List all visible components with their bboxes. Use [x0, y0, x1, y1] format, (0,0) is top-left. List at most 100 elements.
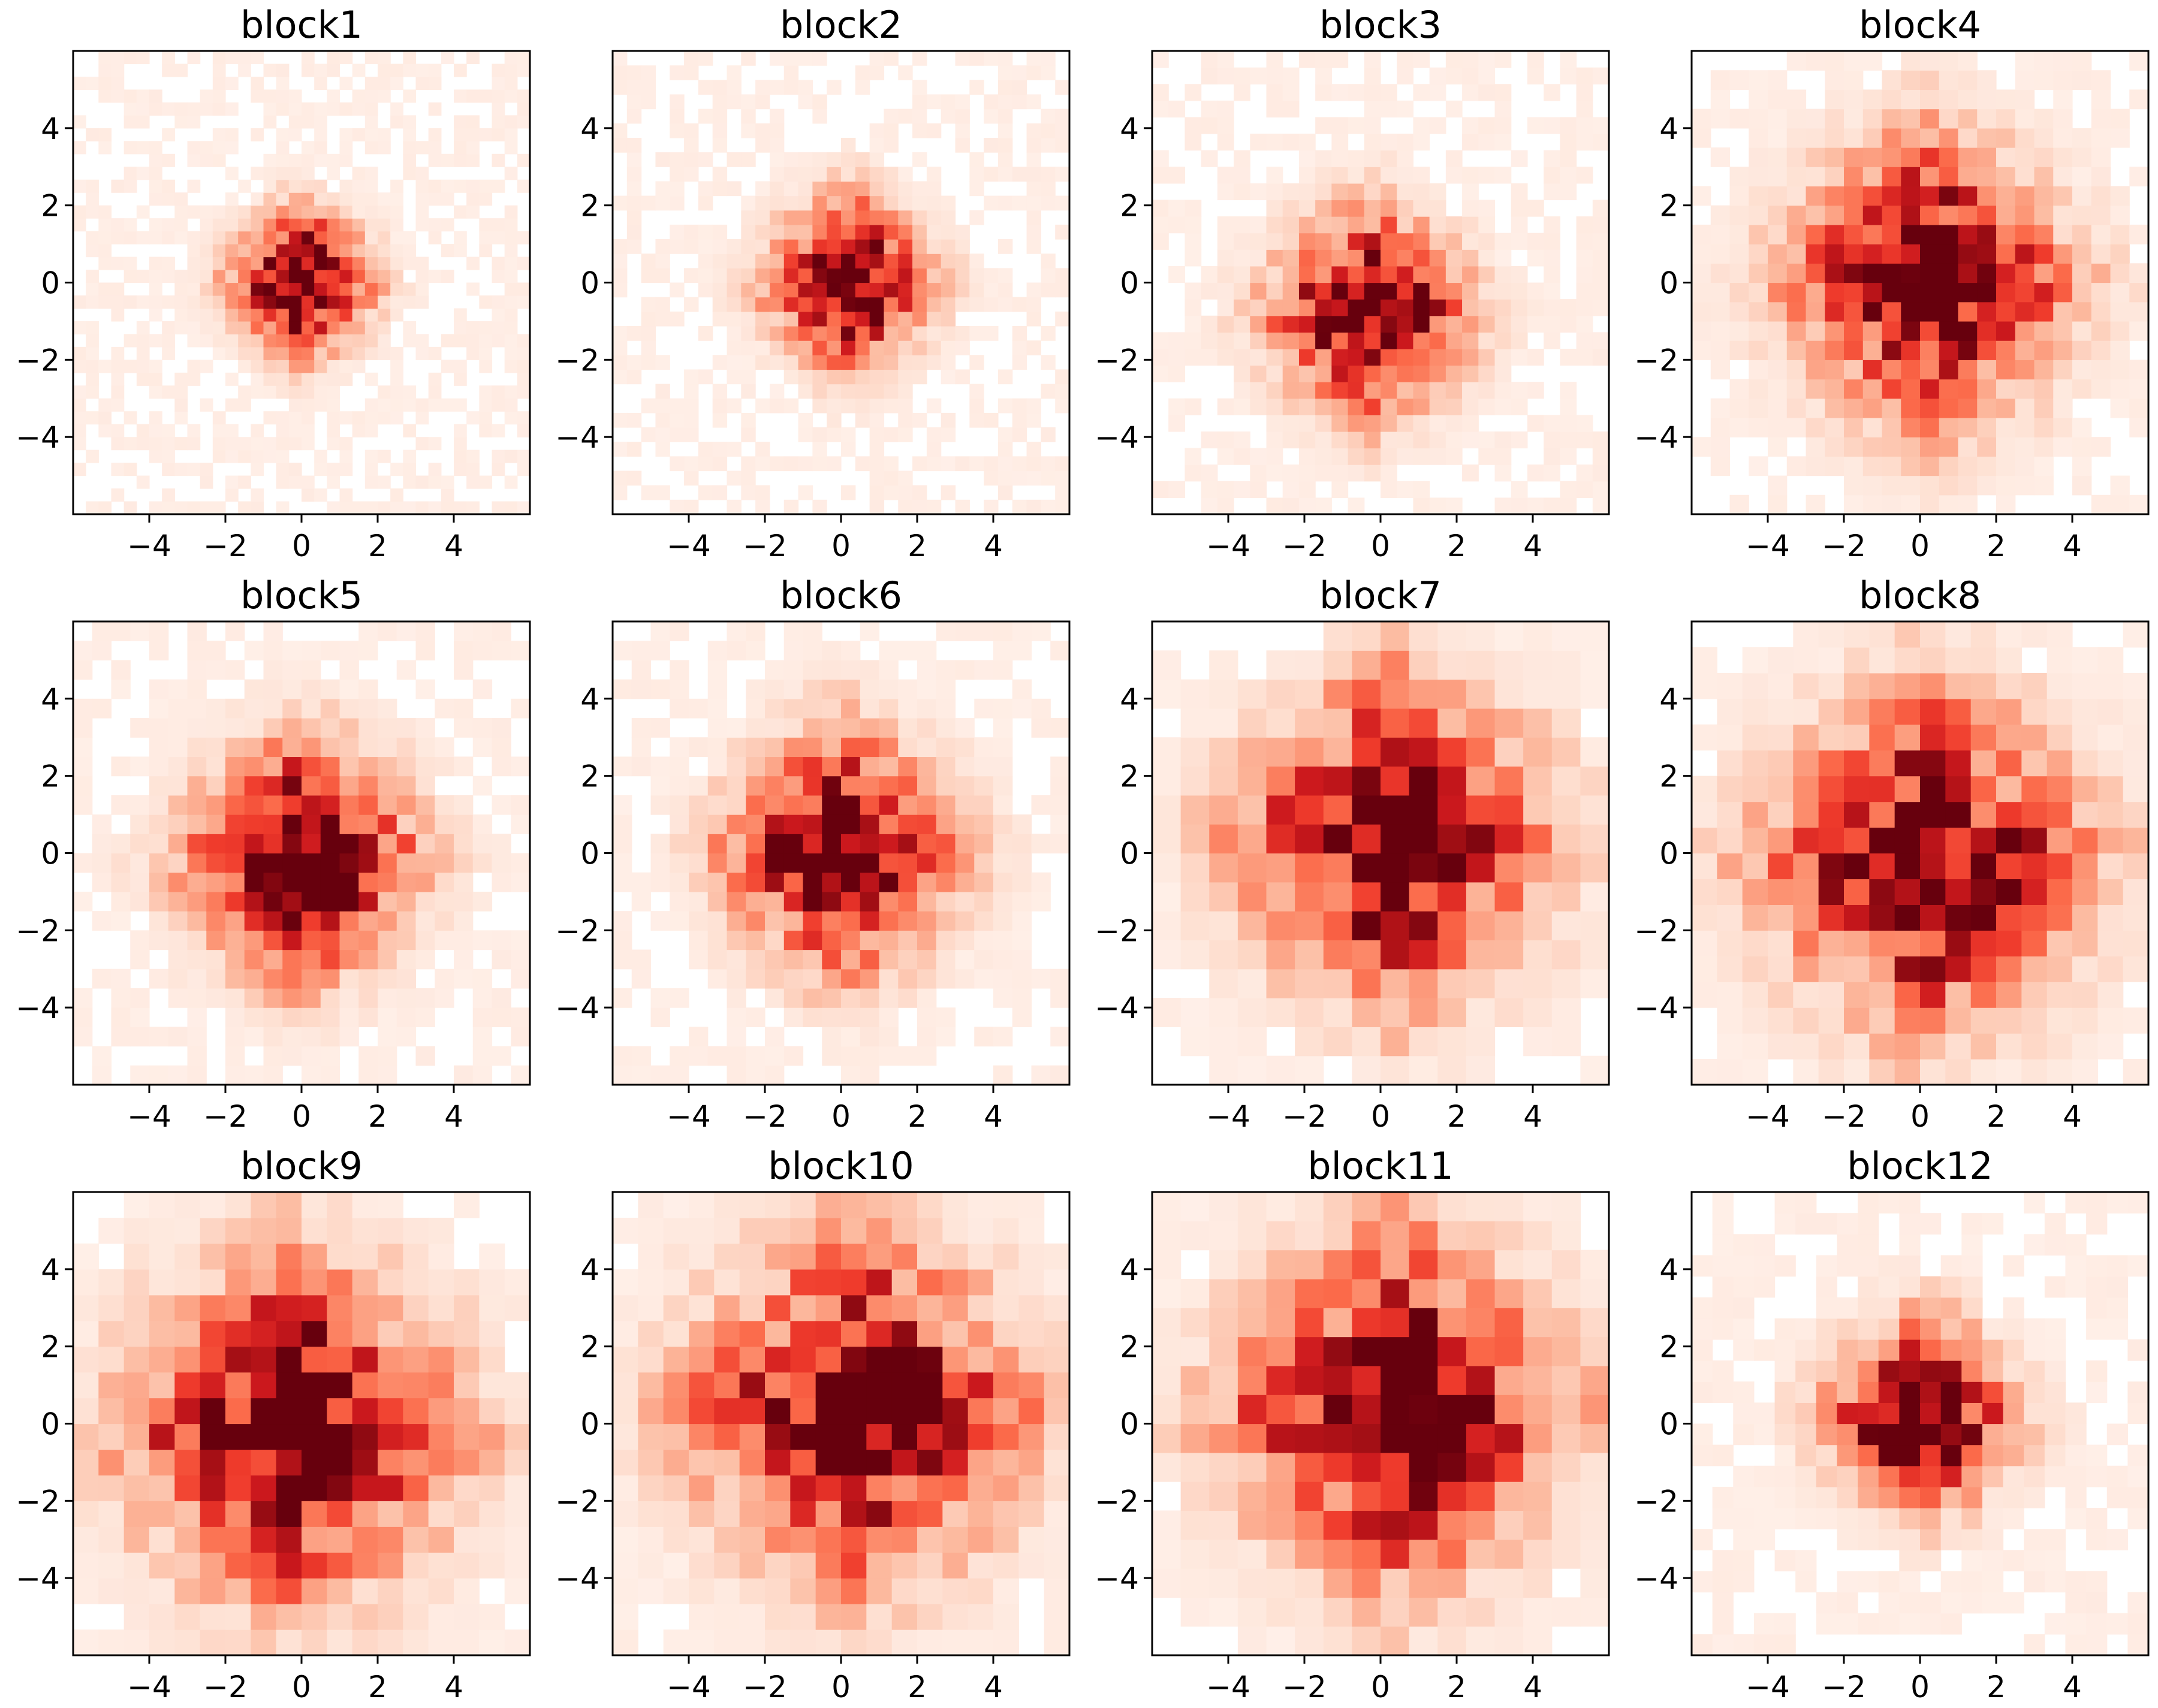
heatmap-cell: [1466, 708, 1496, 738]
heatmap-cell: [1237, 1192, 1267, 1221]
heatmap-cell: [1381, 766, 1410, 796]
heatmap-cell: [174, 463, 188, 476]
heatmap-cell: [741, 268, 756, 283]
heatmap-cell: [631, 756, 652, 777]
heatmap-cell: [302, 1027, 321, 1047]
heatmap-cell: [841, 224, 856, 240]
heatmap-cell: [769, 311, 785, 327]
heatmap-cell: [1494, 299, 1512, 316]
heatmap-cell: [1806, 108, 1825, 129]
heatmap-cell: [968, 1552, 994, 1579]
heatmap-cell: [168, 775, 188, 796]
heatmap-cell: [327, 501, 340, 515]
heatmap-cell: [714, 1192, 740, 1218]
heatmap-cell: [206, 641, 226, 661]
heatmap-cell: [1250, 249, 1267, 267]
heatmap-cell: [1295, 824, 1324, 854]
heatmap-cell: [670, 834, 689, 854]
heatmap-cell: [879, 660, 899, 680]
heatmap-cell: [187, 321, 201, 334]
heatmap-cell: [1729, 70, 1749, 90]
heatmap-cell: [282, 737, 302, 758]
heatmap-cell: [1996, 956, 2022, 982]
heatmap-cell: [1749, 301, 1768, 322]
heatmap-cell: [1031, 968, 1051, 989]
heatmap-cell: [302, 115, 315, 129]
heatmap-cell: [454, 334, 467, 348]
heatmap-cell: [1152, 679, 1182, 709]
heatmap-cell: [1882, 417, 1901, 437]
heatmap-cell: [352, 179, 366, 193]
heatmap-cell: [942, 1629, 969, 1656]
heatmap-cell: [1050, 641, 1070, 661]
heatmap-cell: [378, 891, 397, 912]
heatmap-cell: [282, 1046, 302, 1066]
heatmap-cell: [1026, 282, 1041, 298]
heatmap-cell: [684, 152, 699, 167]
heatmap-cell: [441, 488, 454, 502]
heatmap-cell: [1901, 437, 1921, 457]
heatmap-cell: [1266, 940, 1295, 970]
heatmap-cell: [926, 181, 942, 197]
heatmap-cell: [1445, 365, 1463, 382]
heatmap-cell: [2110, 475, 2130, 496]
heatmap-cell: [926, 167, 942, 182]
heatmap-cell: [1282, 464, 1300, 482]
heatmap-cell: [86, 244, 99, 258]
heatmap-cell: [73, 385, 86, 399]
heatmap-cell: [790, 1449, 816, 1475]
heatmap-cell: [969, 268, 984, 283]
heatmap-cell: [803, 988, 822, 1008]
y-tick-label: −2: [1095, 343, 1139, 378]
heatmap-cell: [1710, 224, 1731, 245]
heatmap-cell: [712, 355, 728, 370]
heatmap-cell: [187, 244, 201, 258]
heatmap-cell: [339, 346, 353, 360]
heatmap-cell: [974, 968, 994, 989]
heatmap-cell: [1793, 750, 1819, 777]
heatmap-cell: [1331, 332, 1349, 349]
heatmap-cell: [942, 1604, 969, 1630]
heatmap-cell: [1237, 708, 1267, 738]
heatmap-cell: [454, 1398, 480, 1425]
heatmap-cell: [942, 1294, 969, 1321]
heatmap-cell: [955, 930, 975, 950]
heatmap-cell: [993, 1475, 1019, 1501]
heatmap-cell: [1413, 84, 1430, 101]
heatmap-cell: [1996, 456, 2016, 476]
heatmap-cell: [1894, 724, 1921, 751]
heatmap-cell: [670, 123, 685, 138]
heatmap-cell: [238, 256, 251, 270]
heatmap-cell: [288, 179, 302, 193]
heatmap-cell: [98, 295, 112, 309]
heatmap-cell: [1018, 1526, 1045, 1553]
heatmap-cell: [1012, 834, 1032, 854]
heatmap-cell: [941, 340, 956, 355]
heatmap-cell: [517, 360, 531, 373]
heatmap-cell: [917, 737, 937, 758]
heatmap-cell: [244, 872, 264, 892]
heatmap-cell: [276, 1294, 302, 1321]
heatmap-cell: [714, 1423, 740, 1450]
heatmap-cell: [1996, 89, 2016, 110]
heatmap-cell: [783, 210, 799, 225]
heatmap-cell: [841, 442, 856, 457]
heatmap-cell: [1237, 1539, 1267, 1569]
heatmap-cell: [1945, 853, 1972, 880]
heatmap-cell: [997, 51, 1013, 66]
heatmap-cell: [2047, 672, 2073, 699]
heatmap-cell: [320, 1046, 340, 1066]
heatmap-cell: [1806, 301, 1825, 322]
heatmap-cell: [879, 853, 899, 873]
heatmap-cell: [415, 167, 429, 180]
heatmap-cell: [1397, 51, 1414, 68]
heatmap-cell: [1298, 398, 1316, 415]
heatmap-cell: [378, 1320, 403, 1347]
heatmap-cell: [1768, 360, 1788, 380]
heatmap-cell: [1315, 233, 1332, 250]
heatmap-cell: [1494, 1221, 1524, 1251]
heatmap-cell: [136, 270, 150, 283]
heatmap-cell: [993, 1269, 1019, 1296]
heatmap-cell: [869, 470, 885, 486]
heatmap-cell: [415, 475, 429, 489]
